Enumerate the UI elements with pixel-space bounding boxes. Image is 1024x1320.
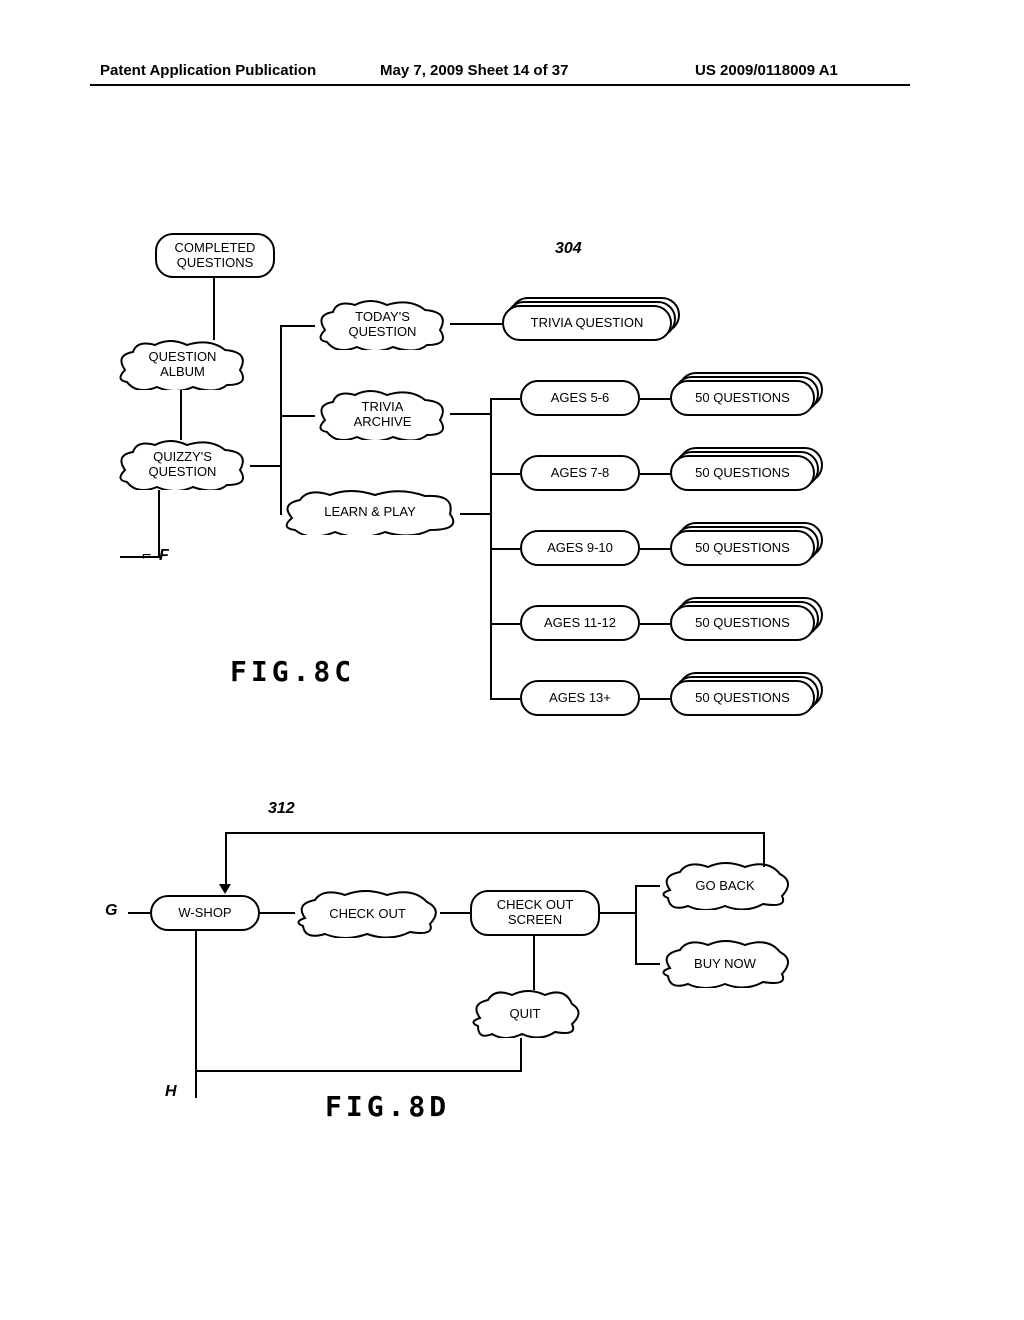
connector xyxy=(180,390,182,440)
node-quizzys-question: QUIZZY'S QUESTION xyxy=(115,440,250,490)
label: GO BACK xyxy=(695,879,754,894)
connector xyxy=(490,698,520,700)
node-learn-play: LEARN & PLAY xyxy=(280,490,460,535)
connector xyxy=(635,963,660,965)
label: 50 QUESTIONS xyxy=(695,616,790,631)
label: TODAY'S QUESTION xyxy=(349,310,417,340)
connector xyxy=(225,832,227,888)
connector xyxy=(450,413,490,415)
figure-8d-label: FIG.8D xyxy=(325,1090,450,1123)
node-ages-11-12: AGES 11-12 xyxy=(520,605,640,641)
label: BUY NOW xyxy=(694,957,756,972)
node-50q-0: 50 QUESTIONS xyxy=(670,380,815,416)
label: QUIZZY'S QUESTION xyxy=(149,450,217,480)
connector xyxy=(520,1038,522,1070)
ref-312: 312 xyxy=(268,800,295,818)
label: TRIVIA QUESTION xyxy=(531,316,644,331)
header-publication: Patent Application Publication xyxy=(100,62,316,79)
label: AGES 7-8 xyxy=(551,466,610,481)
label: QUESTION ALBUM xyxy=(149,350,217,380)
connector xyxy=(640,548,670,550)
connector xyxy=(260,912,295,914)
figure-8c: 304 COMPLETED QUESTIONS QUESTION ALBUM Q… xyxy=(0,215,1024,755)
connector xyxy=(640,398,670,400)
node-go-back: GO BACK xyxy=(660,862,790,910)
node-ages-13: AGES 13+ xyxy=(520,680,640,716)
header-date-sheet: May 7, 2009 Sheet 14 of 37 xyxy=(380,62,568,79)
connector xyxy=(120,556,160,558)
label: AGES 13+ xyxy=(549,691,611,706)
connector xyxy=(195,931,197,1070)
ref-h: H xyxy=(165,1083,177,1101)
connector xyxy=(450,323,502,325)
connector xyxy=(280,415,315,417)
label: CHECK OUT xyxy=(329,907,406,922)
node-50q-1: 50 QUESTIONS xyxy=(670,455,815,491)
node-todays-question: TODAY'S QUESTION xyxy=(315,300,450,350)
node-check-out-screen: CHECK OUT SCREEN xyxy=(470,890,600,936)
connector xyxy=(195,1070,197,1098)
connector xyxy=(280,325,282,515)
connector xyxy=(600,912,635,914)
node-question-album: QUESTION ALBUM xyxy=(115,340,250,390)
label: AGES 11-12 xyxy=(544,616,616,631)
node-ages-5-6: AGES 5-6 xyxy=(520,380,640,416)
node-trivia-question: TRIVIA QUESTION xyxy=(502,305,672,341)
node-50q-2: 50 QUESTIONS xyxy=(670,530,815,566)
node-buy-now: BUY NOW xyxy=(660,940,790,988)
node-ages-7-8: AGES 7-8 xyxy=(520,455,640,491)
label: COMPLETED QUESTIONS xyxy=(175,241,256,271)
node-ages-9-10: AGES 9-10 xyxy=(520,530,640,566)
connector xyxy=(440,912,470,914)
connector xyxy=(763,832,765,867)
connector xyxy=(195,1070,522,1072)
node-check-out: CHECK OUT xyxy=(295,890,440,938)
label: W-SHOP xyxy=(178,906,231,921)
connector xyxy=(640,698,670,700)
label: TRIVIA ARCHIVE xyxy=(354,400,412,430)
connector xyxy=(640,473,670,475)
connector xyxy=(213,278,215,340)
node-50q-4: 50 QUESTIONS xyxy=(670,680,815,716)
connector xyxy=(128,912,150,914)
label: 50 QUESTIONS xyxy=(695,691,790,706)
connector xyxy=(640,623,670,625)
label: QUIT xyxy=(509,1007,540,1022)
header-pub-number: US 2009/0118009 A1 xyxy=(695,62,838,79)
node-completed-questions: COMPLETED QUESTIONS xyxy=(155,233,275,278)
node-wshop: W-SHOP xyxy=(150,895,260,931)
connector xyxy=(533,936,535,990)
arrow-icon xyxy=(219,884,231,894)
node-quit: QUIT xyxy=(470,990,580,1038)
header-rule xyxy=(90,84,910,86)
connector xyxy=(225,832,765,834)
ref-g: G xyxy=(105,902,117,920)
connector xyxy=(490,548,520,550)
connector xyxy=(250,465,280,467)
label: 50 QUESTIONS xyxy=(695,466,790,481)
node-50q-3: 50 QUESTIONS xyxy=(670,605,815,641)
connector xyxy=(635,885,660,887)
label: LEARN & PLAY xyxy=(324,505,416,520)
ref-f: F xyxy=(159,547,169,565)
label: 50 QUESTIONS xyxy=(695,541,790,556)
figure-8d: 312 G H W-SHOP CHECK OUT CHECK OUT SCREE… xyxy=(0,800,1024,1160)
ref-304: 304 xyxy=(555,240,582,258)
connector xyxy=(460,513,490,515)
label: AGES 5-6 xyxy=(551,391,610,406)
label: 50 QUESTIONS xyxy=(695,391,790,406)
connector xyxy=(490,398,520,400)
label: CHECK OUT SCREEN xyxy=(497,898,574,928)
label: AGES 9-10 xyxy=(547,541,613,556)
connector xyxy=(490,623,520,625)
connector xyxy=(635,885,637,965)
connector xyxy=(280,325,315,327)
figure-8c-label: FIG.8C xyxy=(230,655,355,688)
node-trivia-archive: TRIVIA ARCHIVE xyxy=(315,390,450,440)
connector xyxy=(490,473,520,475)
